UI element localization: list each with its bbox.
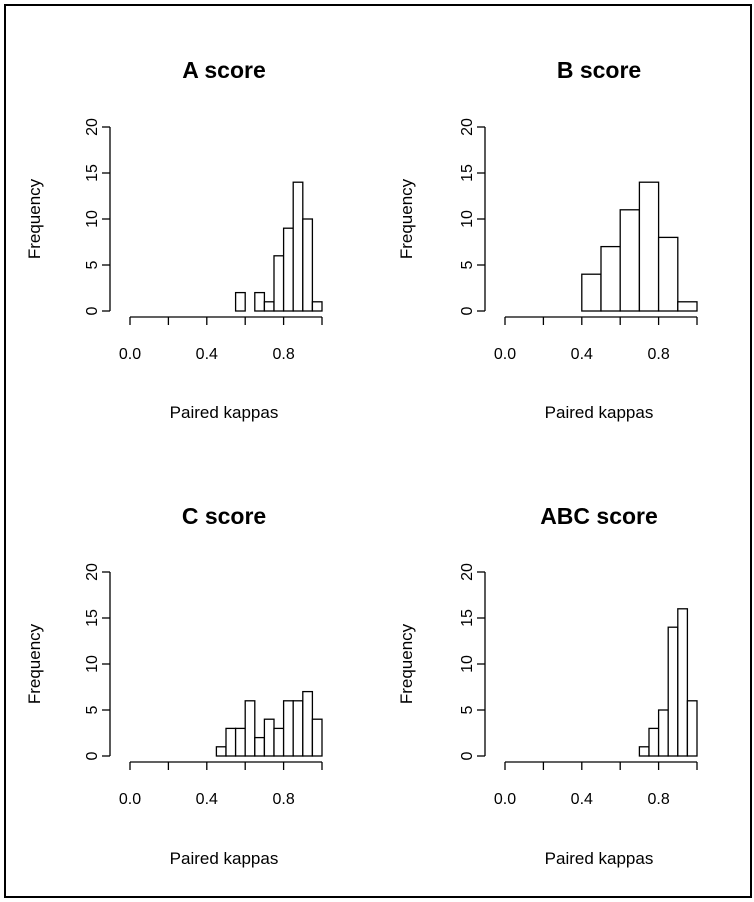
histogram-bar xyxy=(215,746,227,757)
histogram-bar xyxy=(244,700,256,757)
histogram-bar xyxy=(282,227,294,312)
histogram-bar xyxy=(282,700,294,757)
y-tick-label: 15 xyxy=(459,164,476,182)
x-axis-label: Paired kappas xyxy=(545,403,654,422)
y-axis-label: Frequency xyxy=(397,623,416,704)
y-tick-label: 10 xyxy=(84,655,101,673)
x-tick-label: 0.8 xyxy=(272,791,294,808)
histogram-bar xyxy=(302,218,314,312)
x-axis-label: Paired kappas xyxy=(545,849,654,868)
y-axis-label: Frequency xyxy=(397,178,416,259)
x-tick-label: 0.4 xyxy=(196,791,218,808)
x-tick-label: 0.0 xyxy=(119,791,141,808)
histogram-bar xyxy=(638,746,650,757)
histogram-bar xyxy=(600,245,621,312)
y-tick-label: 20 xyxy=(84,118,101,136)
histogram-bar xyxy=(648,727,660,757)
histogram-panel-3: C score 0 5 10 15 20 Frequency 0.0 0.4 0.8 Paired … xyxy=(25,503,323,868)
x-tick-label: 0.0 xyxy=(119,346,141,363)
histogram-bar xyxy=(292,181,304,312)
histogram-panel-4: ABC score 0 5 10 15 20 Frequency 0.0 0.4 0.8 Paire… xyxy=(397,503,698,868)
x-axis-label: Paired kappas xyxy=(170,849,279,868)
x-tick-label: 0.0 xyxy=(494,346,516,363)
y-tick-label: 0 xyxy=(84,751,101,760)
histogram-bar xyxy=(292,700,304,757)
histogram-bar xyxy=(657,236,679,312)
y-tick-label: 20 xyxy=(459,118,476,136)
x-tick-label: 0.8 xyxy=(272,346,294,363)
y-tick-label: 10 xyxy=(84,210,101,228)
y-tick-label: 5 xyxy=(459,260,476,269)
histogram-bar xyxy=(311,301,323,312)
histogram-bar xyxy=(234,727,246,757)
histogram-bar xyxy=(273,727,285,757)
y-tick-label: 0 xyxy=(459,306,476,315)
histogram-bar xyxy=(667,626,679,757)
x-tick-label: 0.8 xyxy=(647,791,669,808)
y-tick-label: 20 xyxy=(459,563,476,581)
histogram-bar xyxy=(581,273,602,312)
y-tick-label: 0 xyxy=(84,306,101,315)
x-tick-label: 0.0 xyxy=(494,791,516,808)
histogram-bar xyxy=(677,608,689,757)
histogram-bar xyxy=(263,718,275,757)
histogram-bar xyxy=(225,727,237,757)
x-tick-label: 0.4 xyxy=(571,791,593,808)
x-tick-label: 0.4 xyxy=(571,346,593,363)
y-tick-label: 10 xyxy=(459,655,476,673)
x-axis-label: Paired kappas xyxy=(170,403,279,422)
chart-title: ABC score xyxy=(540,503,658,529)
histogram-bar xyxy=(677,301,698,312)
histogram-panel-2: B score 0 5 10 15 20 Frequency 0.0 0.4 0.8 Paired … xyxy=(397,57,698,422)
figure-frame xyxy=(4,4,752,898)
y-tick-label: 0 xyxy=(459,751,476,760)
histogram-bar xyxy=(234,291,246,312)
histogram-bar xyxy=(638,181,660,312)
histogram-bar xyxy=(619,209,641,312)
x-tick-label: 0.8 xyxy=(647,346,669,363)
histogram-bar xyxy=(254,291,266,312)
chart-title: C score xyxy=(182,503,266,529)
chart-title: B score xyxy=(557,57,641,83)
y-tick-label: 15 xyxy=(84,164,101,182)
y-tick-label: 15 xyxy=(459,609,476,627)
y-tick-label: 15 xyxy=(84,609,101,627)
x-tick-label: 0.4 xyxy=(196,346,218,363)
y-axis-label: Frequency xyxy=(25,623,44,704)
y-tick-label: 5 xyxy=(84,260,101,269)
histogram-panel-1: A score 0 5 10 15 20 Frequency 0.0 0.4 0.8 Paired … xyxy=(25,57,323,422)
chart-title: A score xyxy=(182,57,266,83)
histogram-bar xyxy=(686,700,698,757)
y-tick-label: 10 xyxy=(459,210,476,228)
histogram-bar xyxy=(263,301,275,312)
histogram-bar xyxy=(311,718,323,757)
histogram-bar xyxy=(273,255,285,312)
histogram-bar xyxy=(302,690,314,757)
y-tick-label: 5 xyxy=(84,705,101,714)
histogram-bar xyxy=(657,709,669,757)
y-tick-label: 5 xyxy=(459,705,476,714)
y-axis-label: Frequency xyxy=(25,178,44,259)
y-tick-label: 20 xyxy=(84,563,101,581)
histogram-bar xyxy=(254,736,266,757)
